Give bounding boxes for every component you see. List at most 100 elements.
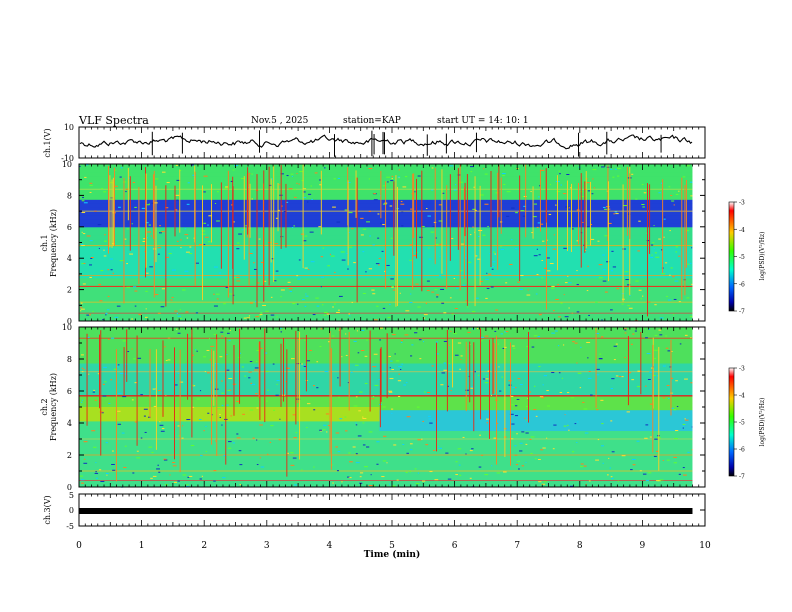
spectrogram-noise xyxy=(391,369,395,371)
spectrogram-noise xyxy=(587,265,589,267)
spectrogram-noise xyxy=(360,234,364,236)
spectrogram-noise xyxy=(249,173,251,175)
time-tick-label: 10 xyxy=(699,541,711,551)
spectrogram-noise xyxy=(134,382,138,384)
spectrogram-noise xyxy=(405,471,408,473)
spectrogram-noise xyxy=(610,309,613,311)
spectrogram-noise xyxy=(563,294,565,296)
spectrogram-noise xyxy=(179,318,182,320)
time-tick-label: 1 xyxy=(139,541,145,551)
spectrogram-freq-band xyxy=(79,167,693,173)
spectrogram-noise xyxy=(111,463,115,465)
spectrogram-noise xyxy=(134,290,138,292)
spectrogram-noise xyxy=(536,248,538,250)
spectrogram-noise xyxy=(469,477,472,479)
spectrogram-noise xyxy=(132,181,136,183)
spectrogram-noise xyxy=(445,452,449,454)
spectrogram-freq-band xyxy=(79,331,693,336)
spectrogram-noise xyxy=(260,312,263,314)
spectrogram-noise xyxy=(230,415,233,417)
spectrogram-noise xyxy=(362,228,367,230)
spectrogram-noise xyxy=(596,409,599,411)
spectrogram-noise xyxy=(128,177,131,179)
spectrogram-noise xyxy=(608,457,610,459)
spectrogram-noise xyxy=(341,356,343,358)
freq-tick-label: 4 xyxy=(67,419,72,428)
spectrogram-noise xyxy=(221,335,224,337)
spectrogram-noise xyxy=(602,462,604,464)
spectrogram-noise xyxy=(239,352,242,354)
spectrogram-noise xyxy=(542,240,545,242)
spectrogram-noise xyxy=(512,347,516,349)
spectrogram-noise xyxy=(662,365,666,367)
spectrogram-noise xyxy=(457,448,462,450)
spectrogram-noise xyxy=(195,312,199,314)
spectrogram-noise xyxy=(422,420,424,422)
spectrogram-noise xyxy=(460,358,462,360)
spectrogram-noise xyxy=(296,275,299,277)
spectrogram-noise xyxy=(100,188,104,190)
spectrogram-noise xyxy=(336,470,339,472)
spectrogram-noise xyxy=(626,411,630,413)
spectrogram-noise xyxy=(335,446,338,448)
spectrogram-noise xyxy=(251,173,253,175)
spectrogram-noise xyxy=(224,187,228,189)
spectrogram-noise xyxy=(480,194,484,196)
spectrogram-noise xyxy=(669,230,671,232)
spectrogram-noise xyxy=(398,169,400,171)
spectrogram-noise xyxy=(359,391,363,393)
spectrogram-noise xyxy=(636,386,641,388)
spectrogram-noise xyxy=(175,164,178,166)
spectrogram-noise xyxy=(110,337,115,339)
spectrogram-noise xyxy=(561,377,563,379)
spectrogram-noise xyxy=(485,297,488,299)
spectrogram-noise xyxy=(475,297,479,299)
spectrogram-noise xyxy=(435,353,439,355)
spectrogram-noise xyxy=(601,423,604,425)
spectrogram-noise xyxy=(344,209,347,211)
time-axis-ticks: 0 1 2 3 4 5 6 7 8 9 10 xyxy=(76,127,711,551)
spectrogram-noise xyxy=(499,390,502,392)
spectrogram-noise xyxy=(158,471,161,473)
spectrogram-noise xyxy=(455,287,459,289)
freq-tick-label: 8 xyxy=(67,191,72,200)
spectrogram-noise xyxy=(145,272,149,274)
spectrogram-freq-band xyxy=(79,447,693,452)
spectrogram-noise xyxy=(600,336,604,338)
spectrogram-freq-band xyxy=(79,479,693,484)
spectrogram-freq-band xyxy=(79,467,693,472)
spectrogram-noise xyxy=(176,199,179,201)
freq-tick-label: 10 xyxy=(62,323,72,332)
spectrogram-noise xyxy=(628,307,633,309)
spectrogram-noise xyxy=(654,357,656,359)
spectrogram-noise xyxy=(178,435,181,437)
spectrogram-noise xyxy=(249,361,253,363)
spectrogram-noise xyxy=(409,293,412,295)
spectrogram-noise xyxy=(514,248,518,250)
spectrogram-noise xyxy=(153,405,157,407)
spectrogram-noise xyxy=(438,447,443,449)
spectrogram-noise xyxy=(430,231,435,233)
spectrogram-noise xyxy=(144,431,147,433)
spectrogram-noise xyxy=(214,202,217,204)
spectrogram-noise xyxy=(330,255,335,257)
spectrogram-noise xyxy=(256,407,259,409)
spectrogram-noise xyxy=(80,308,85,310)
spectrogram-noise xyxy=(583,408,588,410)
spectrogram-noise xyxy=(637,250,640,252)
spectrogram-noise xyxy=(382,460,387,462)
spectrogram-noise xyxy=(126,228,130,230)
spectrogram-noise xyxy=(213,266,218,268)
spectrogram-noise xyxy=(666,384,670,386)
spectrogram-noise xyxy=(483,168,485,170)
spectrogram-noise xyxy=(662,459,664,461)
spectrogram-noise xyxy=(206,349,210,351)
spectrogram-noise xyxy=(469,234,472,236)
spectrogram-noise xyxy=(487,226,489,228)
spectrogram-noise xyxy=(102,383,105,385)
spectrogram-noise xyxy=(571,228,574,230)
spectrogram-noise xyxy=(366,339,368,341)
spectrogram-noise xyxy=(616,288,620,290)
spectrogram-noise xyxy=(443,340,448,342)
spectrogram-noise xyxy=(531,346,535,348)
